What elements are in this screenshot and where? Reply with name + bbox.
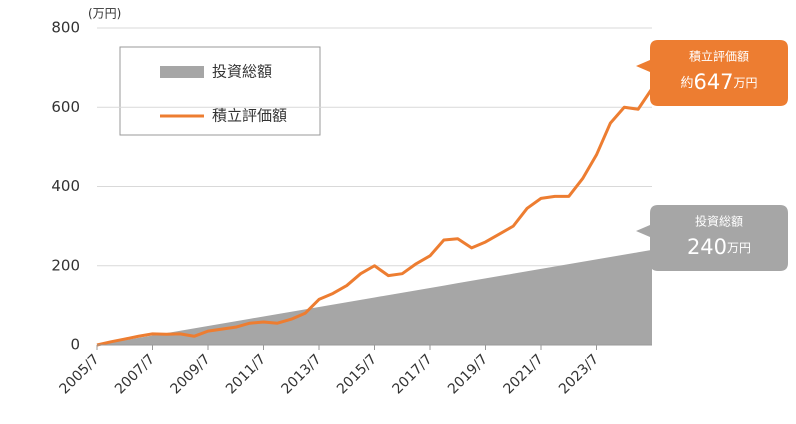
callout-value: 約647万円 [680,70,757,94]
x-tick-label: 2005/7 [57,351,103,397]
x-tick-label: 2007/7 [112,351,158,397]
y-tick-label: 200 [51,256,80,274]
x-tick-label: 2023/7 [556,351,602,397]
x-tick-label: 2011/7 [223,351,269,397]
callout-number: 647 [693,70,733,94]
y-tick-label: 400 [51,177,80,195]
callout-prefix: 約 [680,76,693,91]
x-tick-label: 2017/7 [390,351,436,397]
x-tick-label: 2019/7 [445,351,491,397]
callout-box [636,205,788,271]
legend-swatch [160,66,204,78]
legend-label: 積立評価額 [212,107,287,125]
callout-unit: 万円 [727,241,751,255]
callout-value: 240万円 [687,235,751,259]
line [96,87,654,347]
x-tick-label: 2013/7 [279,351,325,397]
y-tick-label: 600 [51,98,80,116]
callout-title: 積立評価額 [689,49,749,64]
legend-label: 投資総額 [212,63,272,81]
x-tick-label: 2009/7 [168,351,214,397]
callout-unit: 万円 [734,76,758,90]
y-tick-label: 800 [51,19,80,37]
callout-number: 240 [687,235,727,259]
x-tick-label: 2015/7 [334,351,380,397]
y-axis-label: (万円) [88,7,121,21]
callout-title: 投資総額 [695,214,743,229]
legend [119,46,321,136]
callout-box [636,40,788,106]
x-tick-label: 2021/7 [501,351,547,397]
y-tick-label: 0 [70,336,80,354]
area [97,249,652,345]
